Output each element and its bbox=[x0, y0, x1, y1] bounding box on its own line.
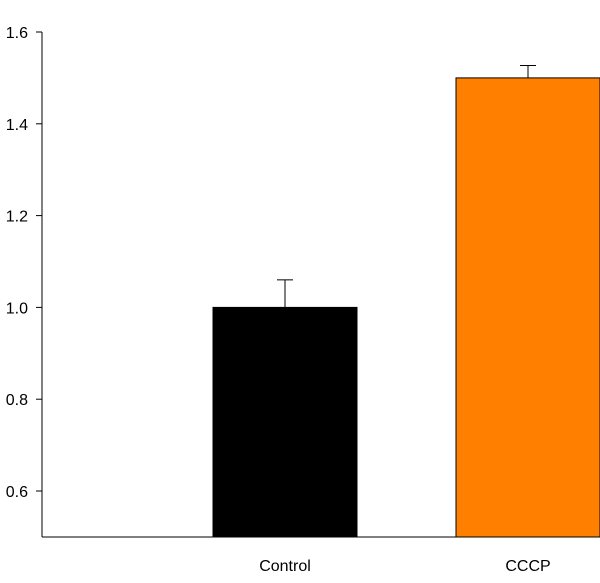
y-tick-label: 1.0 bbox=[6, 300, 28, 317]
y-axis: 0.6 0.8 1.0 1.2 1.4 1.6 bbox=[6, 25, 43, 537]
y-tick-label: 1.2 bbox=[6, 209, 28, 226]
y-tick-label: 0.6 bbox=[6, 484, 28, 501]
bar-control bbox=[212, 306, 358, 538]
x-tick-label-cccp: CCCP bbox=[505, 558, 550, 575]
y-tick-label: 0.8 bbox=[6, 392, 28, 409]
y-tick-label: 1.6 bbox=[6, 25, 28, 42]
x-tick-label-control: Control bbox=[259, 558, 311, 575]
x-axis: Control CCCP bbox=[42, 536, 600, 575]
bar-cccp bbox=[455, 77, 600, 538]
bars bbox=[212, 65, 600, 538]
y-tick-label: 1.4 bbox=[6, 117, 28, 134]
